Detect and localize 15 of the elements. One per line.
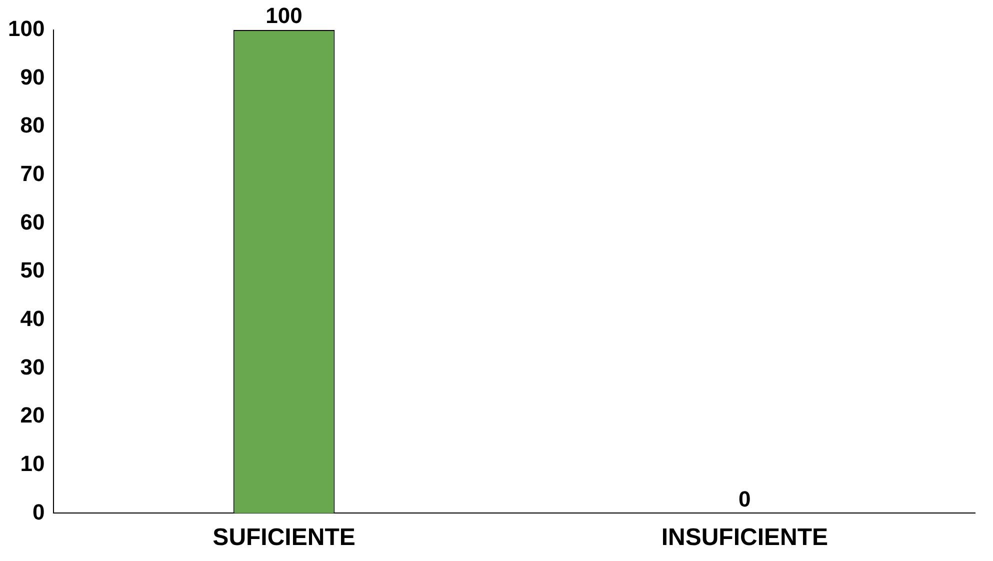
y-tick-label: 10 xyxy=(20,450,45,476)
y-tick-label: 40 xyxy=(20,306,45,331)
y-tick-label: 60 xyxy=(20,209,45,234)
y-tick-label: 70 xyxy=(20,161,45,186)
x-tick-label: SUFICIENTE xyxy=(212,524,356,552)
x-tick-label: INSUFICIENTE xyxy=(661,524,828,552)
data-label: 0 xyxy=(738,486,751,512)
y-tick-label: 90 xyxy=(20,64,45,90)
y-tick-label: 50 xyxy=(20,258,45,283)
y-tick-label: 20 xyxy=(20,402,45,428)
data-label: 100 xyxy=(266,3,302,28)
y-tick-label: 0 xyxy=(32,499,45,524)
y-tick-label: 30 xyxy=(20,354,45,380)
y-tick-label: 100 xyxy=(8,16,45,42)
y-tick-label: 80 xyxy=(20,112,45,138)
